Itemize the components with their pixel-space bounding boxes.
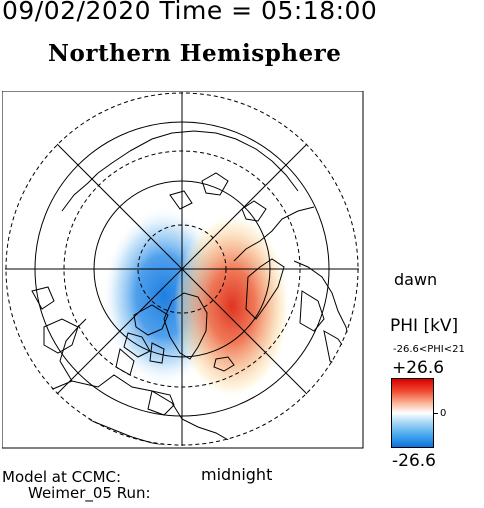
dawn-label: dawn [394, 270, 438, 289]
colorbar-zero-label: 0 [440, 408, 447, 419]
model-label: Model at CCMC: [2, 468, 122, 486]
colorbar-range: -26.6<PHI<21 [393, 344, 465, 355]
timestamp: 09/02/2020 Time = 05:18:00 [2, 0, 378, 25]
positive-potential-cell [174, 214, 290, 398]
run-label: Weimer_05 Run: [28, 484, 151, 502]
colorbar-title: PHI [kV] [390, 316, 459, 336]
colorbar [391, 378, 434, 448]
meridian-lines [5, 92, 359, 446]
polar-map [2, 91, 364, 449]
colorbar-min-label: -26.6 [392, 451, 436, 471]
plot-title: Northern Hemisphere [48, 40, 342, 67]
colorbar-max-label: +26.6 [392, 358, 445, 378]
midnight-label: midnight [201, 465, 273, 484]
colorbar-zero-tick [434, 413, 438, 414]
